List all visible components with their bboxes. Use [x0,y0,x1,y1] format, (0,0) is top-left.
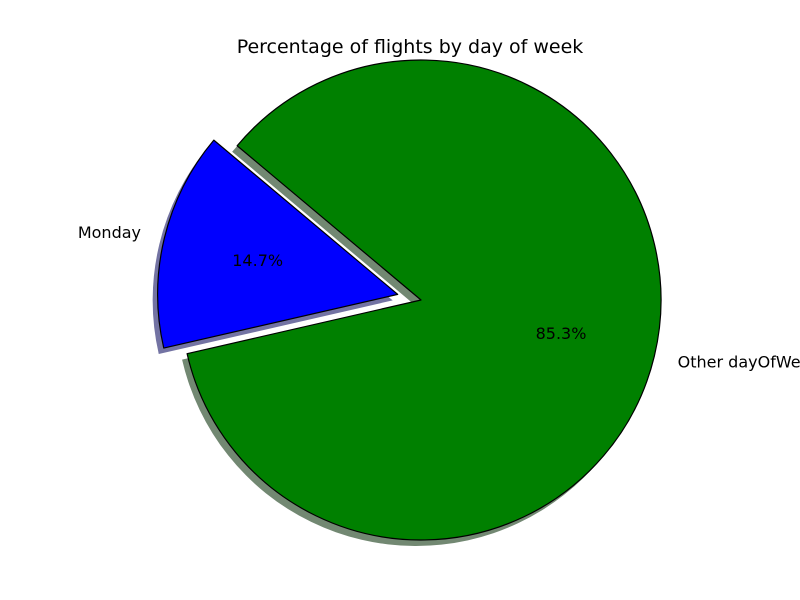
slice-percent-other-dayofweek: 85.3% [536,324,587,343]
chart-title: Percentage of flights by day of week [237,36,584,58]
slice-layer [157,59,662,541]
slice-percent-monday: 14.7% [232,251,283,270]
slice-label-monday: Monday [78,223,141,242]
label-layer: Monday 14.7% Other dayOfWeek 85.3% [78,223,800,371]
pie-slice-other-dayofweek [186,59,662,541]
slice-label-other-dayofweek: Other dayOfWeek [678,352,800,371]
pie-slice-monday [157,139,399,349]
